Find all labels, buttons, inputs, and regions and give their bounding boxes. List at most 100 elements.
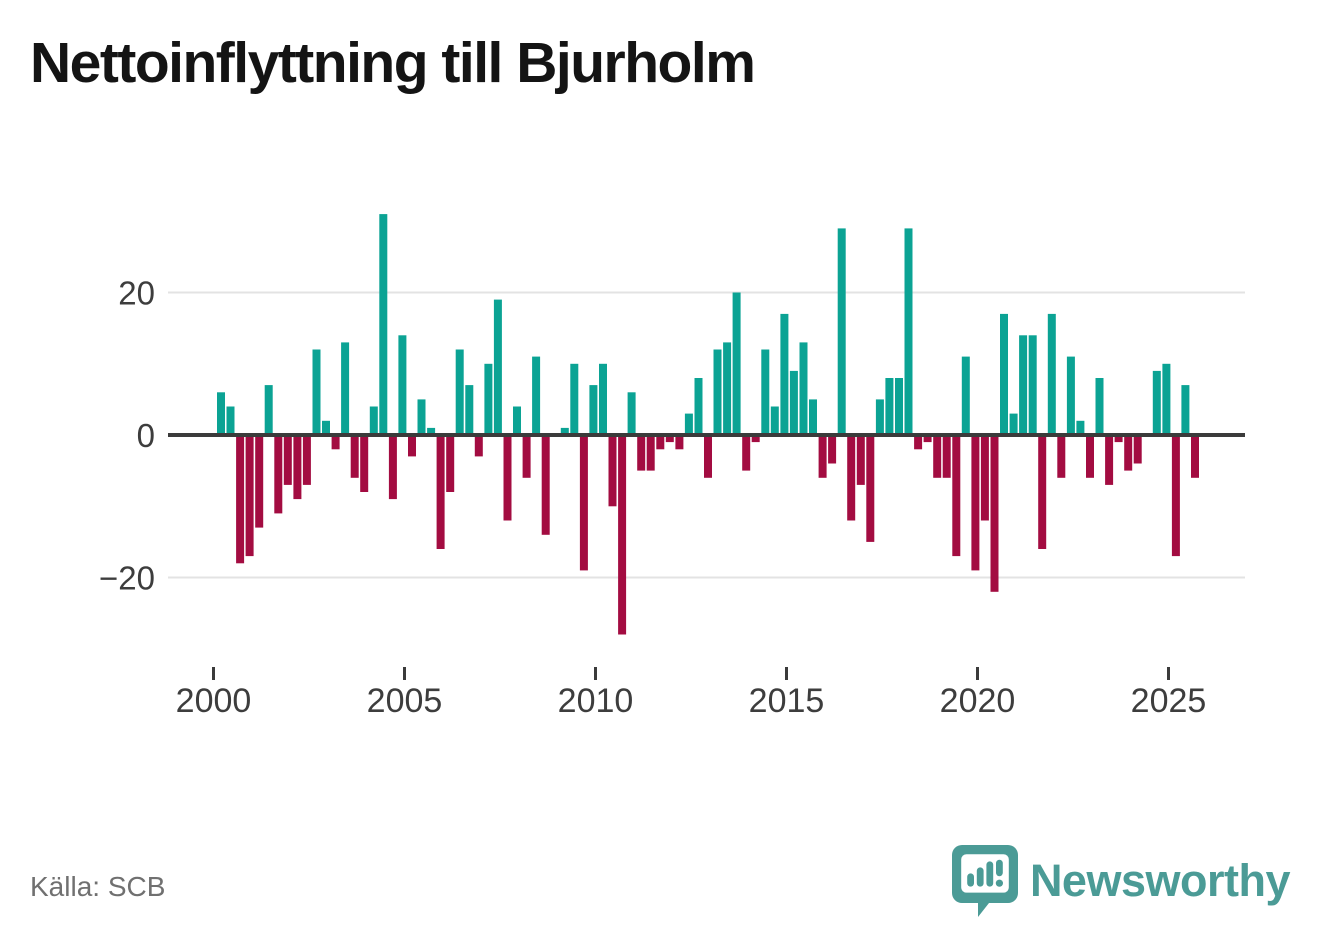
bar-2024-Q1[interactable]	[1133, 437, 1142, 464]
bar-2023-Q2[interactable]	[1105, 437, 1114, 485]
bar-2010-Q1[interactable]	[599, 363, 607, 436]
bar-2019-Q3[interactable]	[961, 356, 970, 435]
bar-2002-Q3[interactable]	[312, 349, 321, 436]
bar-2009-Q2[interactable]	[570, 363, 579, 436]
bar-2002-Q4[interactable]	[322, 420, 330, 436]
bar-2005-Q4[interactable]	[436, 437, 445, 549]
bar-2015-Q1[interactable]	[789, 370, 798, 435]
bar-2002-Q1[interactable]	[293, 437, 302, 500]
bar-2019-Q2[interactable]	[952, 437, 961, 557]
bar-2007-Q3[interactable]	[503, 437, 512, 521]
bar-2025-Q3[interactable]	[1191, 437, 1199, 478]
bar-2017-Q3[interactable]	[885, 378, 894, 435]
bar-2023-Q4[interactable]	[1124, 437, 1133, 471]
bar-2024-Q4[interactable]	[1162, 363, 1171, 436]
bar-2025-Q2[interactable]	[1181, 385, 1190, 435]
bar-2016-Q1[interactable]	[828, 437, 837, 464]
bar-2007-Q1[interactable]	[484, 363, 493, 436]
bar-2017-Q2[interactable]	[875, 399, 884, 435]
bar-2012-Q2[interactable]	[684, 413, 693, 435]
bar-2014-Q2[interactable]	[761, 349, 770, 436]
bar-2021-Q3[interactable]	[1038, 437, 1047, 549]
bar-2022-Q3[interactable]	[1076, 420, 1085, 436]
bar-2009-Q3[interactable]	[579, 437, 588, 571]
bar-2001-Q2[interactable]	[264, 385, 273, 435]
bar-2009-Q4[interactable]	[589, 385, 598, 435]
bar-2005-Q3[interactable]	[427, 427, 436, 435]
bar-2020-Q2[interactable]	[990, 437, 999, 592]
bar-2004-Q3[interactable]	[388, 437, 397, 500]
bar-2002-Q2[interactable]	[302, 437, 311, 485]
bar-2017-Q1[interactable]	[866, 437, 875, 542]
bar-2018-Q1[interactable]	[904, 228, 913, 435]
bar-2003-Q4[interactable]	[360, 437, 369, 492]
bar-2003-Q3[interactable]	[350, 437, 359, 478]
bar-2006-Q1[interactable]	[446, 437, 455, 492]
bar-2015-Q3[interactable]	[809, 399, 817, 435]
bar-2011-Q1[interactable]	[637, 437, 646, 471]
bar-2008-Q1[interactable]	[522, 437, 531, 478]
bar-2015-Q4[interactable]	[818, 437, 827, 478]
bar-2006-Q3[interactable]	[465, 385, 474, 435]
bar-2010-Q4[interactable]	[627, 392, 636, 436]
bar-2004-Q1[interactable]	[369, 406, 378, 436]
bar-2010-Q3[interactable]	[618, 437, 627, 635]
bar-2021-Q4[interactable]	[1047, 313, 1056, 435]
bar-2014-Q1[interactable]	[751, 437, 760, 443]
bar-2013-Q1[interactable]	[713, 349, 722, 436]
bar-2006-Q2[interactable]	[455, 349, 464, 436]
bar-2001-Q3[interactable]	[274, 437, 283, 514]
bar-2022-Q2[interactable]	[1066, 356, 1075, 435]
bar-2012-Q4[interactable]	[704, 437, 712, 478]
bar-2003-Q2[interactable]	[341, 342, 350, 435]
bar-2016-Q3[interactable]	[847, 437, 856, 521]
bar-2010-Q2[interactable]	[608, 437, 617, 507]
bar-2004-Q2[interactable]	[379, 214, 388, 435]
bar-2015-Q2[interactable]	[799, 342, 808, 435]
bar-2011-Q4[interactable]	[665, 437, 674, 443]
bar-2016-Q2[interactable]	[837, 228, 846, 435]
bar-2014-Q3[interactable]	[770, 406, 779, 436]
bar-2025-Q1[interactable]	[1171, 437, 1180, 557]
bar-2022-Q4[interactable]	[1086, 437, 1094, 478]
bar-2020-Q3[interactable]	[1000, 313, 1008, 435]
bar-2004-Q4[interactable]	[398, 335, 407, 436]
bar-2011-Q2[interactable]	[646, 437, 655, 471]
bar-2005-Q1[interactable]	[408, 437, 416, 457]
bar-2020-Q4[interactable]	[1009, 413, 1018, 435]
bar-2017-Q4[interactable]	[895, 378, 903, 435]
bar-2018-Q3[interactable]	[923, 437, 932, 443]
bar-2018-Q4[interactable]	[933, 437, 942, 478]
bar-2000-Q4[interactable]	[245, 437, 254, 557]
bar-2024-Q3[interactable]	[1152, 370, 1161, 435]
bar-2016-Q4[interactable]	[856, 437, 865, 485]
bar-2001-Q4[interactable]	[283, 437, 292, 485]
bar-2000-Q2[interactable]	[226, 406, 235, 436]
bar-2008-Q2[interactable]	[532, 356, 541, 435]
bar-2019-Q1[interactable]	[942, 437, 951, 478]
bar-2021-Q2[interactable]	[1028, 335, 1037, 436]
bar-2013-Q4[interactable]	[742, 437, 751, 471]
bar-2023-Q1[interactable]	[1095, 378, 1104, 435]
bar-2006-Q4[interactable]	[474, 437, 483, 457]
bar-2012-Q3[interactable]	[694, 378, 703, 435]
bar-2018-Q2[interactable]	[914, 437, 923, 450]
bar-2012-Q1[interactable]	[675, 437, 684, 450]
bar-2011-Q3[interactable]	[656, 437, 665, 450]
bar-2020-Q1[interactable]	[980, 437, 989, 521]
bar-2005-Q2[interactable]	[417, 399, 426, 435]
bar-2023-Q3[interactable]	[1114, 437, 1123, 443]
bar-2007-Q2[interactable]	[493, 299, 502, 435]
newsworthy-logo[interactable]: Newsworthy	[951, 845, 1291, 917]
bar-2013-Q2[interactable]	[723, 342, 732, 435]
bar-2014-Q4[interactable]	[780, 313, 789, 435]
bar-2000-Q3[interactable]	[236, 437, 245, 564]
bar-2022-Q1[interactable]	[1057, 437, 1066, 478]
bar-2009-Q1[interactable]	[560, 427, 569, 435]
bar-2000-Q1[interactable]	[217, 392, 225, 436]
bar-2021-Q1[interactable]	[1019, 335, 1028, 436]
bar-2008-Q3[interactable]	[541, 437, 550, 535]
bar-2001-Q1[interactable]	[255, 437, 264, 528]
bar-2013-Q3[interactable]	[732, 292, 741, 436]
bar-2019-Q4[interactable]	[971, 437, 980, 571]
